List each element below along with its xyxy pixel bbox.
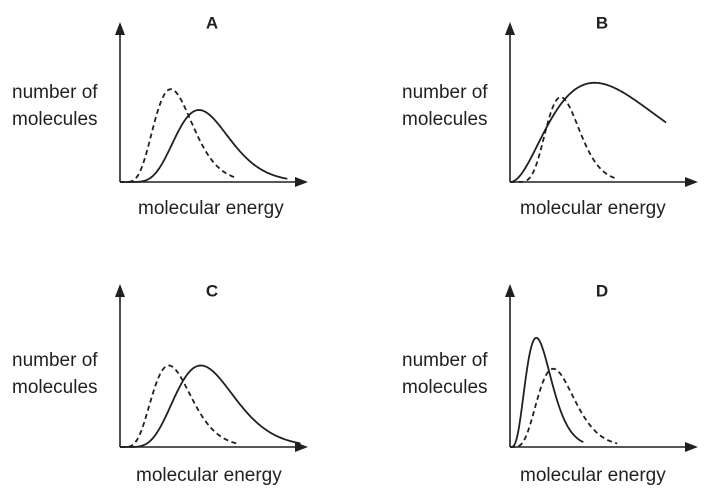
x-axis-label: molecular energy: [136, 465, 282, 486]
dashed-distribution-curve: [510, 367, 618, 448]
dashed-distribution-curve: [120, 88, 237, 183]
y-axis-arrow: [115, 22, 125, 35]
panel-label: D: [596, 281, 608, 300]
y-axis-label-line-1: number of: [12, 350, 98, 371]
y-axis-arrow: [115, 284, 125, 297]
y-axis-label-line-1: number of: [402, 82, 488, 103]
y-axis-arrow: [505, 284, 515, 297]
x-axis-label: molecular energy: [138, 198, 284, 219]
y-axis-label-line-1: number of: [12, 82, 98, 103]
panel-label: A: [206, 13, 218, 32]
x-axis-arrow: [295, 442, 308, 452]
dashed-distribution-curve: [510, 96, 616, 183]
solid-distribution-curve: [510, 336, 584, 448]
y-axis-label-line-2: molecules: [12, 377, 98, 398]
panel-label: B: [596, 13, 608, 32]
dashed-distribution-curve: [120, 364, 237, 448]
x-axis-arrow: [295, 177, 308, 187]
y-axis-label-line-2: molecules: [12, 109, 98, 130]
solid-distribution-curve: [120, 364, 301, 448]
solid-distribution-curve: [509, 81, 667, 183]
y-axis-label-line-2: molecules: [402, 377, 488, 398]
x-axis-arrow: [685, 177, 698, 187]
solid-distribution-curve: [120, 109, 288, 183]
y-axis-label-line-2: molecules: [402, 109, 488, 130]
y-axis-label-line-1: number of: [402, 350, 488, 371]
y-axis-arrow: [505, 22, 515, 35]
panel-label: C: [206, 281, 218, 300]
x-axis-label: molecular energy: [520, 465, 666, 486]
x-axis-arrow: [685, 442, 698, 452]
x-axis-label: molecular energy: [520, 198, 666, 219]
